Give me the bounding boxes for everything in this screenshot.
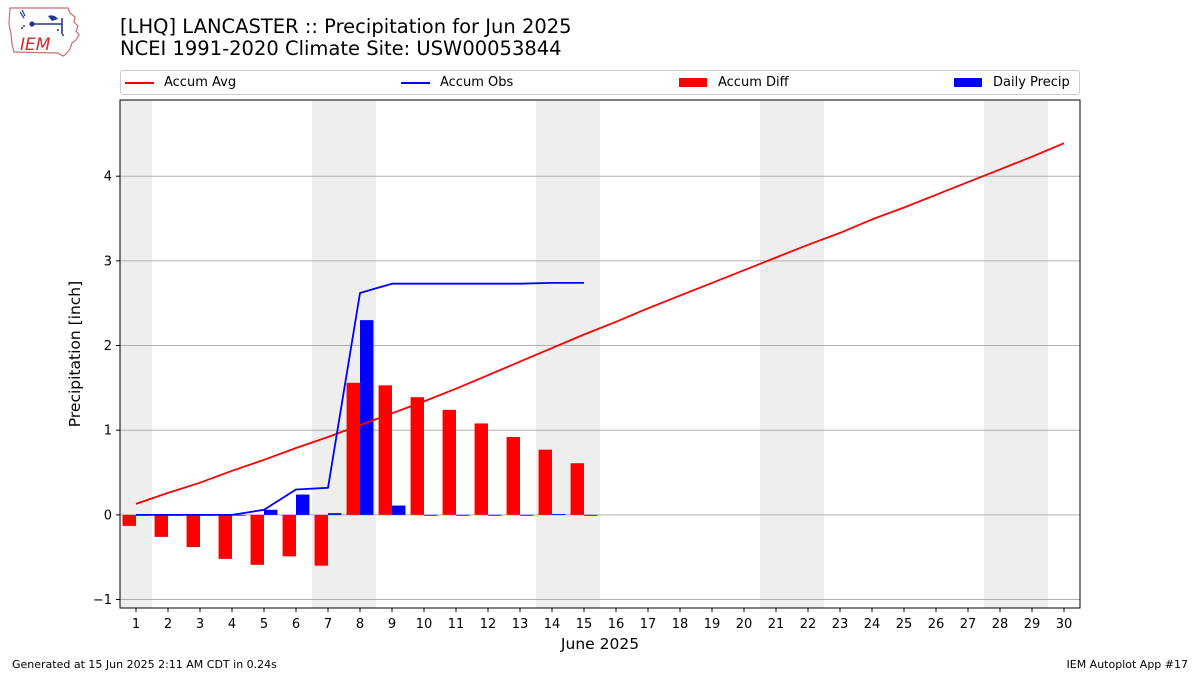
daily-precip-bar <box>328 513 342 515</box>
daily-precip-bar <box>424 514 438 516</box>
x-tick-label: 8 <box>356 617 364 632</box>
daily-precip-swatch <box>954 78 982 87</box>
legend-item-accum-obs: Accum Obs <box>401 71 513 94</box>
weekend-shade <box>984 100 1048 608</box>
y-tick-label: 4 <box>104 170 112 185</box>
x-tick-label: 9 <box>388 617 396 632</box>
x-tick-label: 5 <box>260 617 268 632</box>
y-tick-label: 3 <box>104 254 112 269</box>
x-tick-label: 6 <box>292 617 300 632</box>
daily-precip-bar <box>296 494 310 515</box>
accum-obs-line <box>136 281 584 516</box>
x-tick-label: 24 <box>864 617 881 632</box>
logo-text: IEM <box>20 35 51 55</box>
x-axis-label: June 2025 <box>560 635 639 653</box>
accum-diff-bar <box>442 409 456 515</box>
accum-diff-bar <box>122 514 136 526</box>
x-tick-label: 3 <box>196 617 204 632</box>
y-tick-label: 1 <box>104 424 112 439</box>
x-tick-label: 22 <box>800 617 817 632</box>
x-tick-label: 12 <box>480 617 497 632</box>
x-tick-label: 16 <box>608 617 625 632</box>
x-tick-label: 27 <box>960 617 977 632</box>
daily-precip-bar <box>488 514 502 516</box>
accum-obs-swatch <box>401 81 430 84</box>
x-tick-label: 19 <box>704 617 721 632</box>
accum-diff-bar <box>282 514 296 557</box>
autoplot-app-label: IEM Autoplot App #17 <box>1066 658 1189 671</box>
accum-avg-swatch <box>125 81 154 84</box>
legend-item-accum-diff: Accum Diff <box>679 71 789 94</box>
weekend-shade <box>760 100 824 608</box>
x-tick-label: 13 <box>512 617 529 632</box>
plot-frame <box>119 99 1081 609</box>
daily-precip-bar <box>584 514 598 516</box>
accum-diff-bar <box>218 514 232 559</box>
y-tick-label: 0 <box>104 508 112 523</box>
accum-diff-bar <box>186 514 200 548</box>
accum-diff-bar <box>154 514 168 537</box>
daily-precip-bar <box>264 509 278 515</box>
x-tick-label: 11 <box>448 617 465 632</box>
weekend-shade <box>536 100 600 608</box>
y-tick-label: 2 <box>104 339 112 354</box>
accum-avg-line <box>135 142 1065 505</box>
iem-logo: IEM <box>8 7 80 57</box>
accum-diff-bar <box>538 449 552 515</box>
legend-label: Daily Precip <box>993 75 1070 90</box>
x-tick-label: 28 <box>992 617 1009 632</box>
x-tick-label: 23 <box>832 617 849 632</box>
x-tick-label: 21 <box>768 617 785 632</box>
title-line-2: NCEI 1991-2020 Climate Site: USW00053844 <box>120 37 562 60</box>
legend-item-accum-avg: Accum Avg <box>125 71 236 94</box>
x-tick-label: 17 <box>640 617 657 632</box>
legend-label: Accum Avg <box>164 75 237 90</box>
accum-diff-bar <box>410 397 424 515</box>
chart-legend: Accum Avg Accum Obs Accum Diff Daily Pre… <box>120 70 1080 95</box>
accum-diff-bar <box>250 514 264 565</box>
daily-precip-bar <box>456 514 470 516</box>
daily-precip-bar <box>520 514 534 516</box>
x-tick-label: 10 <box>416 617 433 632</box>
legend-item-daily-precip: Daily Precip <box>954 71 1070 94</box>
accum-diff-swatch <box>679 78 707 87</box>
y-axis-label: Precipitation [inch] <box>66 281 84 427</box>
daily-precip-bar <box>360 320 374 515</box>
x-tick-label: 26 <box>928 617 945 632</box>
x-tick-label: 18 <box>672 617 689 632</box>
accum-diff-bar <box>570 463 584 515</box>
x-tick-label: 30 <box>1056 617 1073 632</box>
x-tick-label: 7 <box>324 617 332 632</box>
chart-title: [LHQ] LANCASTER :: Precipitation for Jun… <box>120 16 572 60</box>
legend-label: Accum Obs <box>440 75 514 90</box>
x-tick-label: 2 <box>164 617 172 632</box>
x-tick-label: 15 <box>576 617 593 632</box>
daily-precip-bar <box>232 514 246 516</box>
title-line-1: [LHQ] LANCASTER :: Precipitation for Jun… <box>120 15 572 38</box>
accum-diff-bar <box>378 385 392 515</box>
y-tick-label: −1 <box>93 593 112 608</box>
x-tick-label: 25 <box>896 617 913 632</box>
accum-diff-bar <box>314 514 328 566</box>
daily-precip-bar <box>552 514 566 515</box>
plot-area <box>120 100 1080 608</box>
accum-diff-bar <box>474 423 488 515</box>
accum-diff-bar <box>506 436 520 515</box>
daily-precip-bar <box>392 505 406 515</box>
x-tick-label: 14 <box>544 617 561 632</box>
x-tick-label: 20 <box>736 617 753 632</box>
x-tick-label: 4 <box>228 617 236 632</box>
x-tick-label: 29 <box>1024 617 1041 632</box>
x-tick-label: 1 <box>132 617 140 632</box>
accum-diff-bar <box>346 382 360 515</box>
legend-label: Accum Diff <box>718 75 789 90</box>
generated-timestamp: Generated at 15 Jun 2025 2:11 AM CDT in … <box>12 658 277 671</box>
